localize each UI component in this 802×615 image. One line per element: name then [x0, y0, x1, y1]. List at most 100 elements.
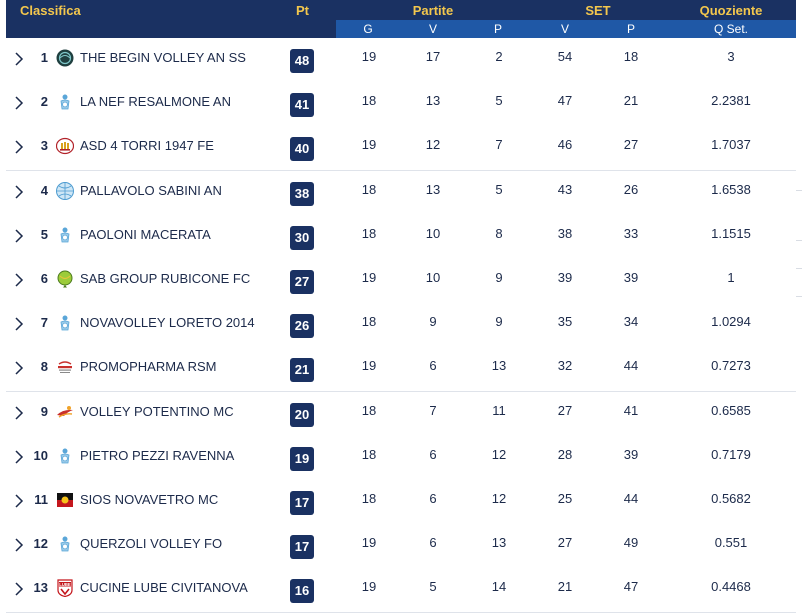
played-cell: 18 — [361, 314, 377, 330]
lost-cell: 12 — [491, 446, 507, 462]
team-name[interactable]: PROMOPHARMA RSM — [80, 359, 217, 375]
points-badge: 17 — [290, 491, 314, 515]
table-row[interactable]: 6 SAB GROUP RUBICONE FC 27 19 10 9 39 39 1 — [6, 259, 796, 304]
chevron-right-icon[interactable] — [14, 96, 24, 110]
won-cell: 10 — [425, 270, 441, 285]
position-cell: 3 — [40, 138, 48, 154]
played-cell: 18 — [361, 93, 377, 109]
sios-flag-icon — [56, 491, 74, 509]
team-name[interactable]: SIOS NOVAVETRO MC — [80, 492, 219, 507]
standings-table: Classifica Pt Partite SET Quoziente G V … — [6, 0, 796, 614]
volleyball-player-icon — [56, 447, 74, 465]
sets-lost-cell: 44 — [623, 491, 639, 506]
subheader-qset: Q Set. — [713, 22, 748, 36]
won-cell: 17 — [425, 49, 441, 64]
lost-cell: 5 — [495, 93, 503, 109]
position-cell: 13 — [33, 580, 48, 596]
sets-lost-cell: 18 — [623, 49, 639, 64]
sets-lost-cell: 49 — [623, 535, 639, 551]
table-header: Classifica Pt Partite SET Quoziente G V … — [6, 0, 796, 38]
header-quoziente: Quoziente — [699, 3, 763, 18]
set-quotient-cell: 0.7179 — [711, 446, 751, 462]
sets-won-cell: 35 — [557, 314, 573, 330]
won-cell: 7 — [429, 402, 437, 418]
won-cell: 6 — [429, 358, 437, 374]
sets-won-cell: 38 — [557, 225, 573, 241]
set-quotient-cell: 0.6585 — [711, 402, 751, 418]
table-row[interactable]: 7 NOVAVOLLEY LORETO 2014 26 18 9 9 35 34 1.0294 — [6, 303, 796, 349]
team-name[interactable]: THE BEGIN VOLLEY AN SS — [80, 50, 246, 65]
team-name[interactable]: CUCINE LUBE CIVITANOVA — [80, 580, 248, 596]
lost-cell: 11 — [492, 402, 506, 418]
towers-crest-icon — [55, 137, 75, 155]
chevron-right-icon[interactable] — [14, 140, 24, 154]
sets-won-cell: 32 — [557, 358, 573, 374]
lost-cell: 12 — [491, 491, 507, 506]
points-badge: 30 — [290, 225, 314, 250]
header-partite: Partite — [412, 3, 454, 18]
chevron-right-icon[interactable] — [14, 52, 24, 66]
played-cell: 19 — [361, 535, 377, 551]
chevron-right-icon[interactable] — [14, 317, 24, 331]
sets-lost-cell: 41 — [623, 402, 639, 418]
played-cell: 19 — [361, 49, 377, 64]
sets-won-cell: 47 — [557, 93, 573, 109]
sets-won-cell: 43 — [557, 181, 573, 197]
points-badge: 38 — [290, 181, 314, 206]
subheader-bar — [336, 20, 796, 38]
team-name[interactable]: ASD 4 TORRI 1947 FE — [80, 138, 214, 154]
team-name[interactable]: LA NEF RESALMONE AN — [80, 94, 231, 110]
set-quotient-cell: 0.551 — [714, 535, 748, 551]
set-quotient-cell: 3 — [727, 49, 735, 64]
chevron-right-icon[interactable] — [14, 582, 24, 596]
chevron-right-icon[interactable] — [14, 273, 24, 287]
team-name[interactable]: PALLAVOLO SABINI AN — [80, 182, 222, 198]
position-cell: 1 — [40, 50, 48, 65]
side-edge-line — [796, 268, 802, 269]
table-row[interactable]: 10 PIETRO PEZZI RAVENNA 19 18 6 12 28 39 0.7179 — [6, 435, 796, 481]
points-badge: 17 — [290, 535, 314, 560]
won-cell: 6 — [429, 446, 437, 462]
table-row[interactable]: 4 PALLAVOLO SABINI AN 38 18 13 5 43 26 1.6538 — [6, 170, 796, 216]
table-row[interactable]: 5 PAOLONI MACERATA 30 18 10 8 38 33 1.1515 — [6, 214, 796, 260]
chevron-right-icon[interactable] — [14, 494, 24, 508]
chevron-right-icon[interactable] — [14, 450, 24, 464]
table-row[interactable]: 8 PROMOPHARMA RSM 21 19 6 13 32 44 0.7273 — [6, 347, 796, 393]
header-classifica: Classifica — [20, 3, 81, 18]
table-row[interactable]: 11 SIOS NOVAVETRO MC 17 18 6 12 25 44 0.5682 — [6, 480, 796, 525]
won-cell: 10 — [425, 225, 441, 241]
sets-lost-cell: 47 — [623, 579, 639, 595]
table-row[interactable]: 2 LA NEF RESALMONE AN 41 18 13 5 47 21 2.2381 — [6, 82, 796, 128]
team-name[interactable]: PAOLONI MACERATA — [80, 226, 211, 242]
team-name[interactable]: NOVAVOLLEY LORETO 2014 — [80, 315, 255, 331]
team-name[interactable]: SAB GROUP RUBICONE FC — [80, 271, 251, 286]
table-row[interactable]: 13 LUBE CUCINE LUBE CIVITANOVA 16 19 5 14 21 47 0… — [6, 568, 796, 614]
chevron-right-icon[interactable] — [14, 229, 24, 243]
position-cell: 10 — [33, 447, 48, 463]
position-cell: 2 — [40, 94, 48, 110]
team-name[interactable]: QUERZOLI VOLLEY FO — [80, 536, 223, 552]
won-cell: 12 — [425, 137, 441, 153]
set-quotient-cell: 0.7273 — [711, 358, 751, 374]
table-row[interactable]: 12 QUERZOLI VOLLEY FO 17 19 6 13 27 49 0.551 — [6, 524, 796, 570]
team-name[interactable]: VOLLEY POTENTINO MC — [80, 403, 234, 419]
sets-won-cell: 54 — [557, 49, 573, 64]
chevron-right-icon[interactable] — [14, 185, 24, 199]
header-points: Pt — [296, 3, 309, 18]
set-quotient-cell: 0.4468 — [711, 579, 751, 595]
points-badge: 41 — [290, 93, 314, 118]
team-name[interactable]: PIETRO PEZZI RAVENNA — [80, 447, 235, 463]
table-row[interactable]: 1 THE BEGIN VOLLEY AN SS 48 19 17 2 54 18 3 — [6, 38, 796, 83]
volleyball-player-icon — [56, 226, 74, 244]
green-ball-icon — [56, 270, 74, 288]
chevron-right-icon[interactable] — [14, 538, 24, 552]
sets-lost-cell: 33 — [623, 225, 639, 241]
chevron-right-icon[interactable] — [14, 361, 24, 375]
lost-cell: 5 — [495, 181, 503, 197]
table-row[interactable]: 3 ASD 4 TORRI 1947 FE 40 19 12 7 46 27 1.7037 — [6, 126, 796, 172]
sets-lost-cell: 26 — [623, 181, 639, 197]
volleyball-player-icon — [56, 535, 74, 553]
table-row[interactable]: 9 VOLLEY POTENTINO MC 20 18 7 11 27 41 0.6585 — [6, 391, 796, 437]
chevron-right-icon[interactable] — [14, 406, 24, 420]
sets-lost-cell: 39 — [623, 270, 639, 285]
